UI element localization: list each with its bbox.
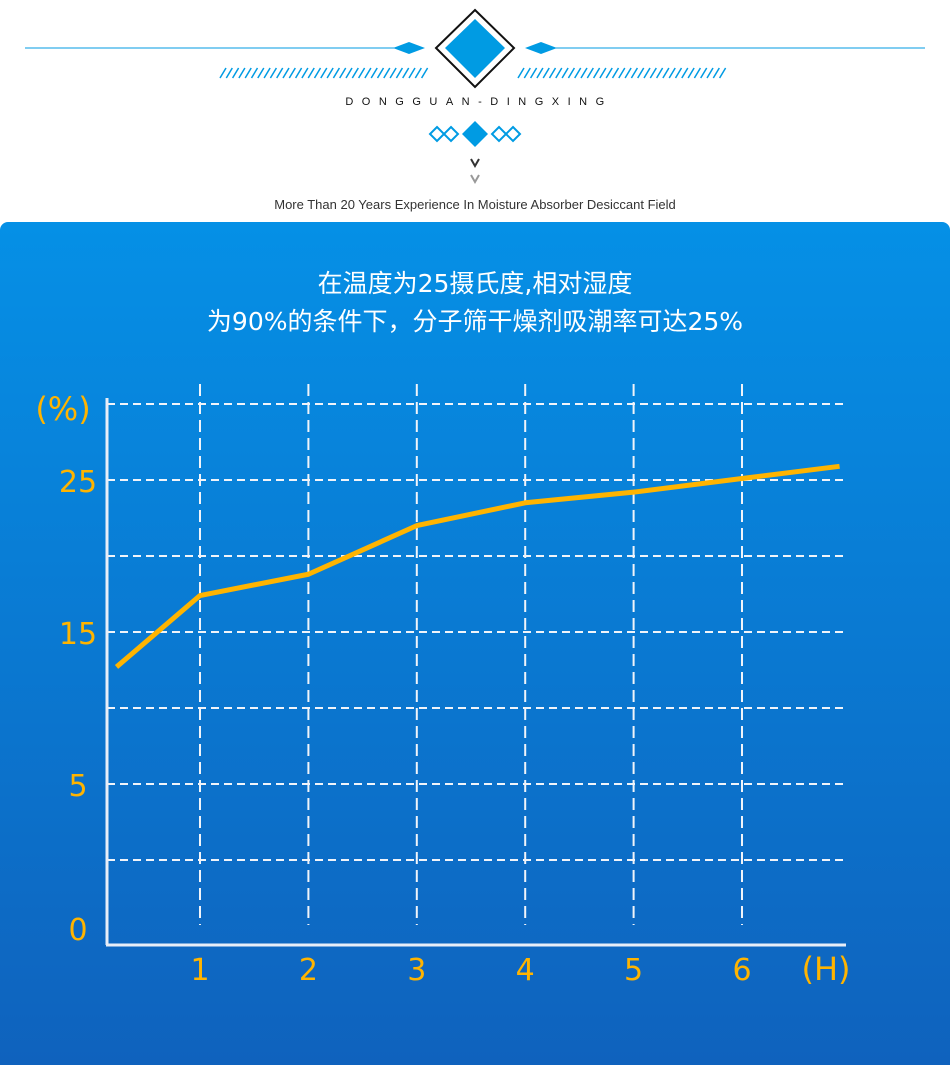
series-line bbox=[114, 463, 840, 669]
x-tick-label: 1 bbox=[190, 953, 209, 988]
y-tick-label: 5 bbox=[68, 769, 87, 804]
y-tick-label: 0 bbox=[68, 913, 87, 948]
diamond-icon bbox=[525, 42, 557, 54]
header: DONGGUAN-DINGXING More Than 20 Years Exp… bbox=[0, 0, 950, 222]
y-tick-label: 15 bbox=[59, 617, 97, 652]
chart-title-line1: 在温度为25摄氏度,相对湿度 bbox=[317, 269, 633, 298]
chevron-down-icon bbox=[470, 174, 480, 185]
y-tick-label: 25 bbox=[59, 465, 97, 500]
x-tick-label: 6 bbox=[732, 953, 751, 988]
chart-panel: 在温度为25摄氏度,相对湿度 为90%的条件下，分子筛干燥剂吸潮率可达25% bbox=[0, 222, 950, 1065]
header-ornament bbox=[25, 8, 925, 185]
chart-title-line2: 为90%的条件下，分子筛干燥剂吸潮率可达25% bbox=[206, 307, 744, 336]
diamond-row-icon bbox=[428, 125, 522, 143]
x-tick-label: 3 bbox=[407, 953, 426, 988]
chevron-down-icon bbox=[470, 158, 480, 169]
x-tick-label: 2 bbox=[299, 953, 318, 988]
x-tick-label: 4 bbox=[516, 953, 535, 988]
brand-name: DONGGUAN-DINGXING bbox=[345, 96, 613, 108]
x-tick-label: 5 bbox=[624, 953, 643, 988]
y-axis-label: (%) bbox=[35, 390, 90, 428]
diamond-icon bbox=[393, 42, 425, 54]
x-axis-label: (H) bbox=[801, 950, 850, 988]
tagline: More Than 20 Years Experience In Moistur… bbox=[274, 197, 676, 212]
